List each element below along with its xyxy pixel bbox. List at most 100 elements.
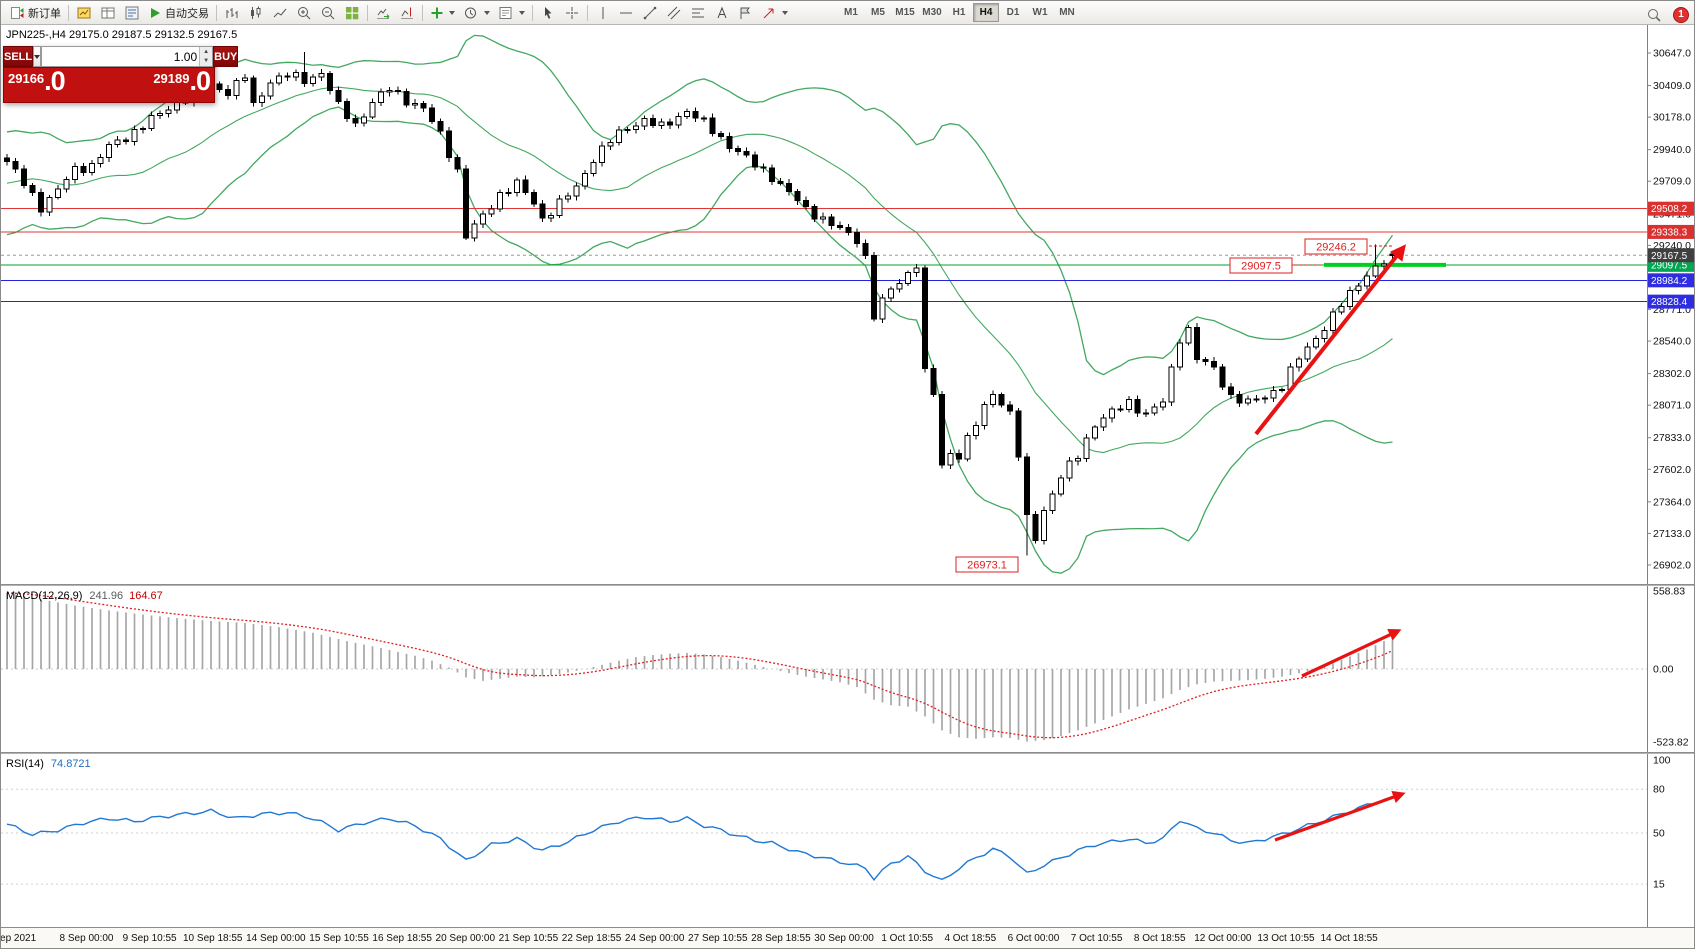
svg-text:558.83: 558.83 <box>1653 586 1685 598</box>
vertical-line-button[interactable] <box>591 2 614 23</box>
timeframe-h4-button[interactable]: H4 <box>973 3 999 22</box>
trendline-button[interactable] <box>638 2 662 23</box>
label-flag-icon <box>740 7 751 19</box>
buy-price-button[interactable]: 29189.0 <box>153 68 211 95</box>
toolbar-right-group: 1 <box>1642 4 1689 25</box>
svg-text:29246.2: 29246.2 <box>1316 242 1356 254</box>
arrows-icon <box>763 8 774 18</box>
candlestick-chart-button[interactable] <box>244 2 268 23</box>
timeframe-buttons: M1 M5 M15 M30 H1 H4 D1 W1 MN <box>838 3 1080 22</box>
crosshair-button[interactable] <box>560 2 584 23</box>
time-label: 9 Sep 10:55 <box>122 933 177 944</box>
svg-text:30409.0: 30409.0 <box>1653 80 1691 92</box>
svg-text:26902.0: 26902.0 <box>1653 559 1691 571</box>
svg-text:80: 80 <box>1653 784 1665 796</box>
horizontal-line-button[interactable] <box>614 2 638 23</box>
time-label: 22 Sep 18:55 <box>561 933 622 944</box>
svg-text:29940.0: 29940.0 <box>1653 144 1691 156</box>
panel-splitter[interactable] <box>1 584 1694 586</box>
timeframe-w1-button[interactable]: W1 <box>1027 3 1053 22</box>
dropdown-caret <box>782 10 788 15</box>
zoom-in-button[interactable] <box>292 2 316 23</box>
timeframe-m1-button[interactable]: M1 <box>838 3 864 22</box>
time-label: 21 Sep 10:55 <box>498 933 559 944</box>
time-label: 4 Oct 18:55 <box>944 933 997 944</box>
axis-price-box <box>1648 294 1694 309</box>
trendline-icon <box>643 6 657 19</box>
dropdown-caret <box>484 10 490 15</box>
bar-chart-button[interactable] <box>220 2 244 23</box>
bollinger-middle <box>6 86 1393 454</box>
timeframe-m15-button[interactable]: M15 <box>892 3 918 22</box>
indicators-button[interactable] <box>426 2 459 23</box>
channel-button[interactable] <box>662 2 686 23</box>
chart-shift-icon <box>401 7 413 19</box>
autotrading-button[interactable]: 自动交易 <box>144 2 213 23</box>
lot-dropdown-button[interactable] <box>33 46 42 67</box>
timeframe-d1-button[interactable]: D1 <box>1000 3 1026 22</box>
trade-panel-top-row: SELL ▲ ▼ BUY <box>3 46 239 67</box>
sell-button[interactable]: SELL <box>3 46 34 67</box>
buy-button[interactable]: BUY <box>213 46 239 67</box>
timeframe-m30-button[interactable]: M30 <box>919 3 945 22</box>
clock-icon <box>465 7 476 18</box>
search-button[interactable] <box>1642 4 1666 25</box>
fibonacci-button[interactable] <box>686 2 710 23</box>
text-icon <box>717 6 726 18</box>
macd-signal-line <box>6 592 1393 739</box>
sell-price-button[interactable]: 29166.0 <box>8 68 66 95</box>
svg-text:27133.0: 27133.0 <box>1653 528 1691 540</box>
panel-splitter[interactable] <box>1 752 1694 754</box>
svg-text:28828.4: 28828.4 <box>1651 297 1688 308</box>
tile-windows-button[interactable] <box>340 2 364 23</box>
lot-step-up-button[interactable]: ▲ <box>200 47 213 57</box>
metaeditor-button[interactable] <box>120 2 144 23</box>
timeframe-h1-button[interactable]: H1 <box>946 3 972 22</box>
periods-button[interactable] <box>459 2 494 23</box>
main-price-chart[interactable]: 29246.2 29097.5 26973.1 30647.0 30409.0 30178… <box>1 25 1695 584</box>
price-annotation-box <box>1229 257 1293 274</box>
svg-text:29097.5: 29097.5 <box>1651 260 1688 271</box>
label-button[interactable] <box>733 2 757 23</box>
zoom-out-icon <box>322 6 335 19</box>
chart-window-button[interactable] <box>72 2 96 23</box>
rsi-line <box>6 796 1393 881</box>
cursor-button[interactable] <box>536 2 560 23</box>
dropdown-caret <box>519 10 525 15</box>
timeframe-mn-button[interactable]: MN <box>1054 3 1080 22</box>
time-label: 8 Oct 18:55 <box>1133 933 1186 944</box>
channel-icon <box>667 6 681 19</box>
templates-button[interactable] <box>494 2 529 23</box>
data-window-button[interactable] <box>96 2 120 23</box>
line-chart-button[interactable] <box>268 2 292 23</box>
time-label: 15 Sep 10:55 <box>309 933 369 944</box>
svg-text:-523.82: -523.82 <box>1653 737 1689 749</box>
lot-step-down-button[interactable]: ▼ <box>200 56 213 66</box>
chart-shift-button[interactable] <box>395 2 419 23</box>
toolbar-separator <box>68 4 69 21</box>
price-annotation-box <box>955 556 1019 573</box>
new-order-button[interactable]: 新订单 <box>5 2 65 23</box>
macd-main-value: 241.96 <box>89 590 124 602</box>
text-button[interactable] <box>710 2 733 23</box>
svg-text:30647.0: 30647.0 <box>1653 48 1691 60</box>
auto-scroll-button[interactable] <box>371 2 395 23</box>
lot-size-box: ▲ ▼ <box>41 46 214 67</box>
one-click-trading-panel: SELL ▲ ▼ BUY 29166.0 29189.0 <box>3 46 239 103</box>
svg-text:28302.0: 28302.0 <box>1653 368 1691 380</box>
zoom-out-button[interactable] <box>316 2 340 23</box>
notification-badge[interactable]: 1 <box>1673 6 1689 23</box>
timeframe-m5-button[interactable]: M5 <box>865 3 891 22</box>
axis-price-box <box>1648 273 1694 288</box>
rsi-indicator-panel[interactable]: 100 80 50 15 <box>1 754 1695 927</box>
arrows-button[interactable] <box>757 2 792 23</box>
cursor-icon <box>545 6 552 19</box>
time-label: 30 Sep 00:00 <box>814 933 874 944</box>
lot-size-input[interactable] <box>42 47 200 66</box>
axis-price-box <box>1648 248 1694 263</box>
time-label: 7 Oct 10:55 <box>1070 933 1123 944</box>
autotrading-play-icon <box>151 7 160 18</box>
macd-indicator-panel[interactable]: 558.83 0.00 -523.82 <box>1 586 1695 752</box>
time-axis[interactable]: 6 Sep 2021 8 Sep 00:00 9 Sep 10:55 10 Sep 1… <box>1 927 1694 948</box>
svg-text:27833.0: 27833.0 <box>1653 432 1691 444</box>
